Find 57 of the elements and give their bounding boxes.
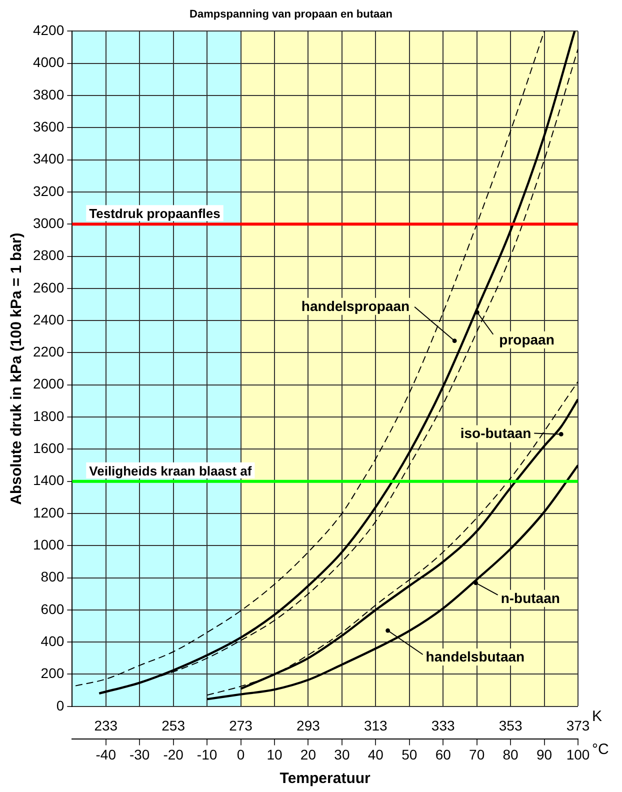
y-tick-label: 3000 (32, 214, 64, 231)
x-tick-label: 80 (502, 746, 519, 762)
x-axis-title: Temperatuur (280, 770, 371, 788)
annotation: n-butaan (500, 590, 560, 606)
y-tick-label: 3400 (32, 150, 64, 167)
x2-tick-label: 333 (431, 718, 455, 734)
y-tick-label: 2000 (32, 376, 64, 392)
x-tick-label: 20 (300, 746, 316, 762)
x-tick-label: 70 (469, 746, 485, 762)
y-tick-label: 0 (56, 697, 64, 714)
y-tick-label: 2600 (32, 279, 64, 296)
ref-line-label: Testdruk propaanfles (89, 206, 220, 222)
x-tick-label: -10 (196, 746, 218, 762)
y-tick-label: 1400 (32, 472, 64, 488)
x-tick-label: 10 (266, 746, 282, 762)
y-tick-label: 2400 (32, 311, 64, 328)
text: K (592, 708, 602, 726)
y-tick-label: 2800 (32, 247, 64, 264)
x-tick-label: 40 (368, 746, 384, 762)
x-tick-label: -20 (163, 746, 184, 762)
x2-tick-label: 273 (229, 718, 253, 734)
y-tick-label: 200 (40, 665, 64, 682)
y-tick-label: 4000 (32, 54, 64, 70)
x-tick-label: 90 (536, 746, 552, 762)
y-tick-label: 3800 (32, 86, 64, 102)
x-tick-label: -30 (129, 746, 150, 762)
x-tick-label: 50 (402, 746, 418, 762)
x-tick-label: 100 (566, 746, 590, 762)
x2-tick-label: 353 (498, 718, 522, 734)
y-tick-label: 800 (40, 568, 64, 585)
x2-tick-label: 233 (94, 718, 118, 734)
x2-tick-label: 373 (566, 718, 590, 734)
x-tick-label: 60 (435, 746, 452, 762)
x2-tick-label: 313 (364, 718, 388, 734)
y-tick-label: 2200 (32, 344, 64, 360)
y-tick-label: 1800 (32, 408, 64, 424)
chart-title: Dampspanning van propaan en butaan (190, 8, 393, 21)
y-tick-label: 4200 (32, 22, 64, 38)
text: °C (592, 740, 609, 758)
y-tick-label: 3600 (32, 118, 64, 135)
x-tick-label: 30 (334, 746, 350, 762)
annotation: propaan (499, 331, 554, 348)
x-tick-label: -40 (96, 746, 116, 762)
x2-tick-label: 293 (296, 718, 320, 734)
y-axis-title: Absolute druk in kPa (100 kPa = 1 bar) (8, 232, 26, 505)
annotation: handelsbutaan (426, 648, 525, 665)
annotation: iso-butaan (460, 425, 532, 442)
x2-tick-label: 253 (162, 718, 186, 734)
y-tick-label: 3200 (32, 182, 64, 199)
y-tick-label: 1600 (32, 440, 64, 456)
annotation: handelspropaan (301, 298, 410, 314)
y-tick-label: 600 (40, 600, 64, 617)
x-tick-label: 0 (236, 746, 245, 762)
y-tick-label: 1200 (32, 504, 64, 520)
y-tick-label: 1000 (32, 536, 64, 552)
y-tick-label: 400 (40, 632, 64, 649)
ref-line-label: Veiligheids kraan blaast af (89, 463, 252, 478)
